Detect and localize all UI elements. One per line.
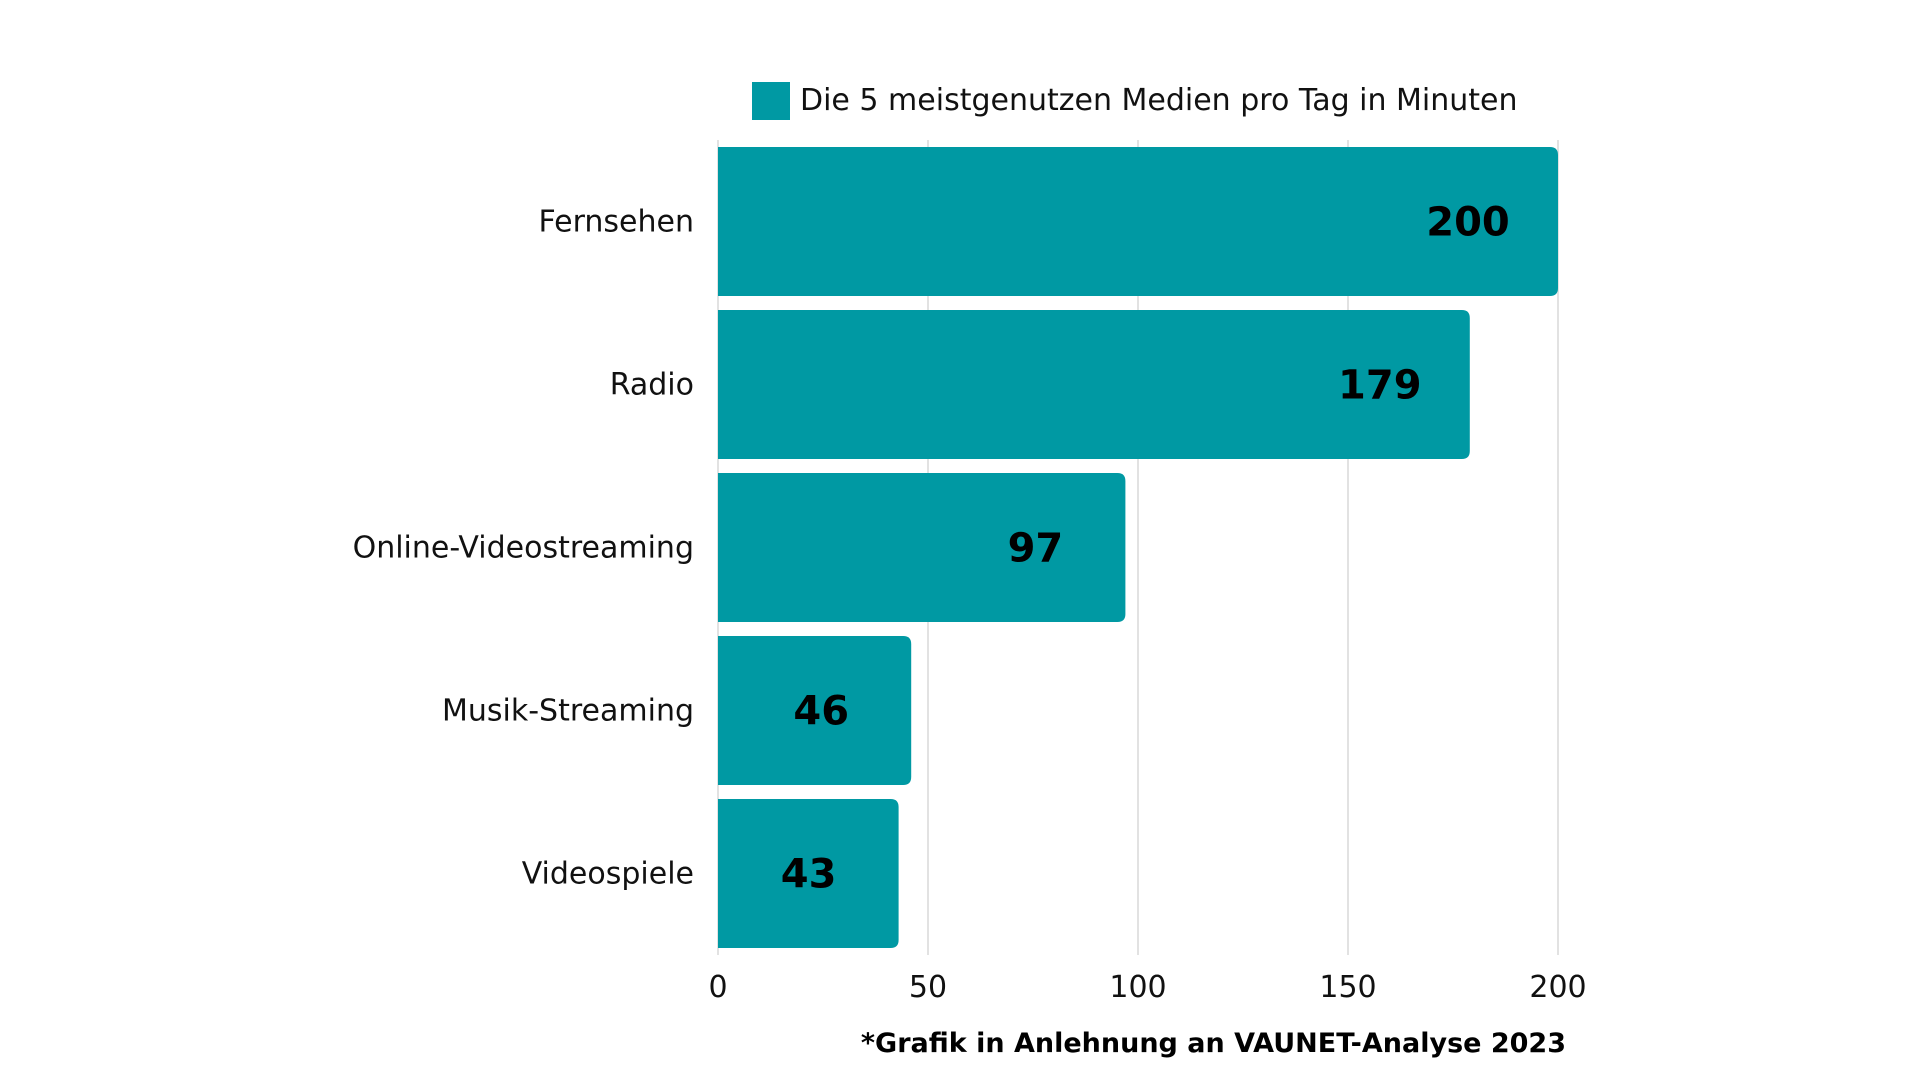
data-label: 200 [1426, 200, 1510, 246]
bars [718, 147, 1558, 948]
category-label: Videospiele [522, 857, 694, 892]
category-labels: Fernsehen Radio Online-Videostreaming Musik… [353, 205, 694, 892]
bar-fernsehen [718, 147, 1558, 296]
data-label: 46 [793, 689, 849, 735]
legend-swatch [752, 82, 790, 120]
bar-online-videostreaming [718, 473, 1126, 622]
category-label: Musik-Streaming [442, 694, 694, 729]
bar-musik-streaming [718, 636, 912, 785]
category-label: Radio [610, 368, 694, 403]
x-tick-label: 50 [909, 970, 947, 1005]
data-labels: 200 179 97 46 43 [781, 200, 1510, 898]
x-axis-tick-labels: 0 50 100 150 200 [708, 970, 1586, 1005]
legend: Die 5 meistgenutzen Medien pro Tag in Mi… [752, 82, 1518, 120]
bar-radio [718, 310, 1470, 459]
bar-videospiele [718, 799, 899, 948]
category-label: Online-Videostreaming [353, 531, 694, 566]
x-tick-label: 200 [1529, 970, 1586, 1005]
source-note: *Grafik in Anlehnung an VAUNET-Analyse 2… [861, 1028, 1566, 1059]
x-tick-label: 0 [708, 970, 727, 1005]
data-label: 43 [781, 852, 837, 898]
category-label: Fernsehen [539, 205, 694, 240]
x-tick-label: 150 [1319, 970, 1376, 1005]
x-tick-label: 100 [1109, 970, 1166, 1005]
data-label: 97 [1008, 526, 1064, 572]
legend-label: Die 5 meistgenutzen Medien pro Tag in Mi… [800, 83, 1518, 118]
data-label: 179 [1338, 363, 1422, 409]
